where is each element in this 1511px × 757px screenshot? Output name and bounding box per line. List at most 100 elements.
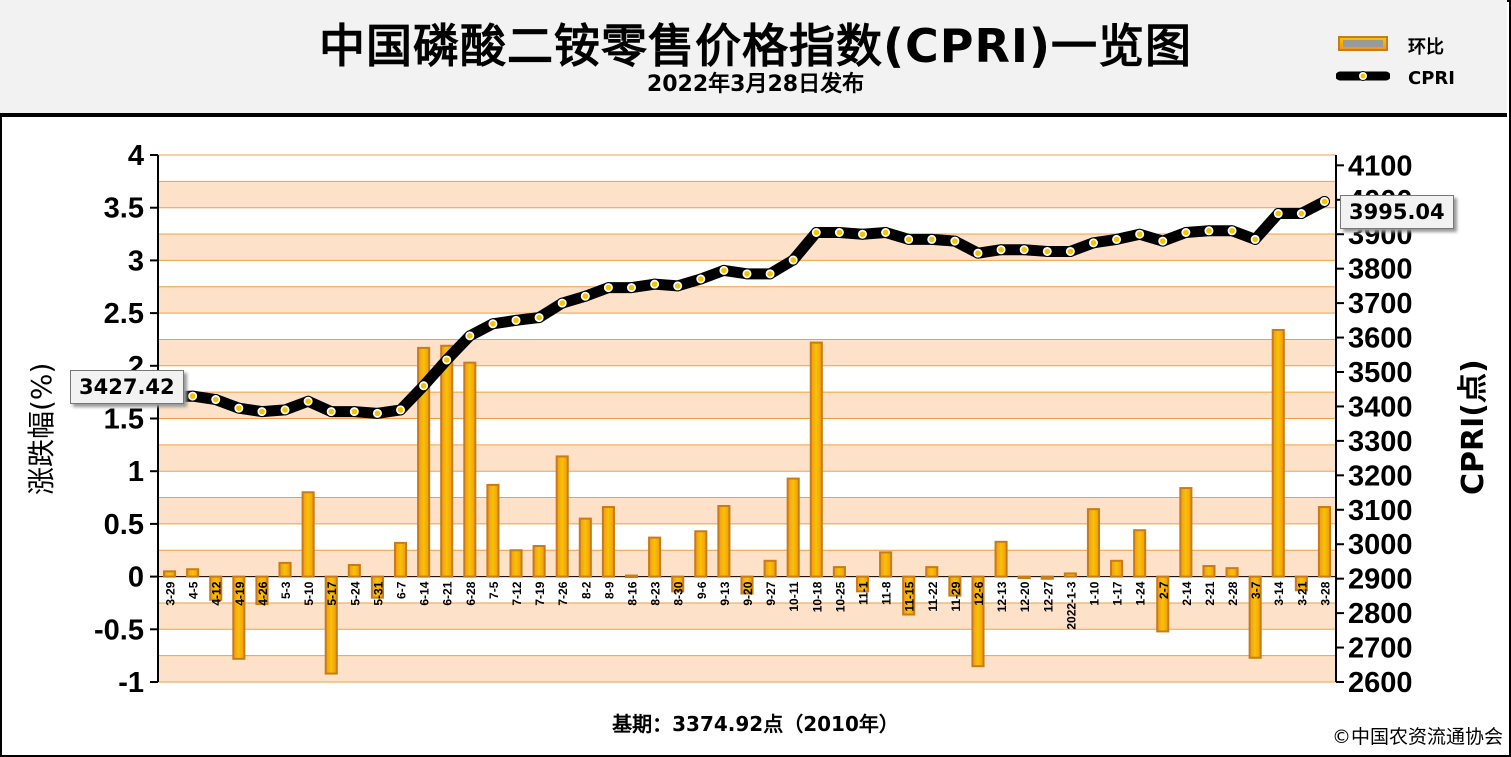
cpri-point-center (559, 300, 566, 306)
category-label: 3-21 (1295, 581, 1309, 605)
bar (1063, 572, 1077, 578)
plot-band (158, 655, 1336, 682)
bar (717, 504, 731, 578)
right-tick-label: 3800 (1348, 254, 1413, 286)
category-label: 4-12 (210, 581, 224, 605)
category-label: 7-12 (510, 581, 524, 605)
category-label: 4-5 (187, 581, 201, 599)
bar (671, 575, 685, 593)
copyright-note: ©中国农资流通协会 (1331, 726, 1503, 748)
cpri-point-center (1021, 246, 1027, 253)
chart-subtitle: 2022年3月28日发布 (646, 72, 865, 97)
cpri-point-center (836, 229, 843, 236)
cpri-point-center (605, 284, 612, 291)
legend-line-label: CPRI (1408, 68, 1455, 89)
category-label: 9-27 (764, 581, 778, 605)
cpri-point-center (467, 333, 473, 339)
bar (255, 575, 269, 606)
cpri-point-center (1067, 248, 1074, 255)
legend-bar-swatch (1338, 36, 1388, 51)
bar (994, 540, 1008, 578)
category-label: 6-7 (395, 581, 409, 599)
plot-band (158, 550, 1336, 577)
left-tick-label: -1 (118, 667, 144, 699)
category-label: 6-28 (464, 581, 478, 605)
bar (347, 564, 361, 578)
category-label: 9-6 (695, 581, 709, 599)
cpri-point-center (952, 238, 958, 244)
bar (186, 568, 200, 578)
category-label: 10-25 (833, 581, 847, 612)
cpri-point-center (490, 320, 496, 327)
category-label: 8-9 (602, 581, 616, 599)
left-tick-label: 4 (128, 140, 144, 172)
left-tick-label: 0 (128, 562, 144, 594)
cpri-point-center (928, 236, 935, 243)
category-label: 12-27 (1041, 581, 1055, 612)
category-label: 5-10 (302, 581, 316, 605)
cpri-point-center (1206, 227, 1212, 234)
cpri-point-center (628, 284, 635, 291)
category-label: 12-20 (1018, 581, 1032, 612)
cpri-point-center (1275, 210, 1282, 217)
right-tick-label: 3000 (1348, 529, 1413, 561)
plot-band (158, 286, 1336, 314)
right-tick-label: 2800 (1348, 598, 1413, 630)
category-label: 4-19 (233, 581, 247, 605)
left-tick-label: 1.5 (104, 404, 144, 436)
category-label: 5-24 (348, 581, 362, 605)
bar (1248, 575, 1262, 659)
category-label: 1-17 (1111, 581, 1125, 605)
right-tick-label: 3100 (1348, 495, 1413, 527)
header-panel: 中国磷酸二铵零售价格指数(CPRI)一览图 2022年3月28日发布 环比 CP… (0, 0, 1507, 117)
category-label: 8-23 (649, 581, 663, 605)
right-tick-label: 3400 (1348, 391, 1413, 423)
category-label: 12-6 (972, 581, 986, 605)
bar (324, 575, 338, 675)
cpri-point-center (882, 229, 889, 236)
right-tick-label: 2700 (1348, 633, 1413, 665)
bar (1133, 529, 1147, 578)
cpri-point-center (1044, 248, 1051, 255)
cpri-point-center (420, 382, 427, 389)
category-label: 9-20 (741, 581, 755, 605)
category-label: 5-3 (279, 581, 293, 599)
bar (1202, 565, 1216, 578)
cpri-point-center (1229, 227, 1235, 234)
cpri-point-center (1252, 236, 1258, 243)
cpri-point-center (744, 271, 750, 277)
category-label: 7-26 (556, 581, 570, 605)
bar (624, 574, 639, 579)
bar (163, 570, 177, 578)
bar (370, 575, 384, 599)
category-label: 10-18 (810, 581, 824, 612)
category-label: 3-14 (1272, 581, 1286, 605)
bar (440, 344, 454, 578)
bar (740, 575, 754, 595)
bar (417, 346, 431, 578)
plot-band (158, 523, 1336, 551)
right-tick-label: 2900 (1348, 564, 1413, 596)
bar (1156, 575, 1170, 633)
bar (1086, 508, 1101, 578)
cpri-point-center (1113, 236, 1120, 243)
category-label: 2022-1-3 (1064, 581, 1078, 629)
cpri-start-callout: 3427.42 (70, 370, 184, 404)
bar (601, 506, 615, 578)
category-label: 11-1 (856, 581, 870, 605)
cpri-point-center (259, 408, 265, 415)
cpri-point-center (582, 293, 589, 300)
bar (1317, 506, 1331, 578)
cpri-point-center (1136, 231, 1143, 238)
cpri-point-center (212, 396, 219, 403)
category-label: 8-30 (672, 581, 686, 605)
cpri-point-center (1159, 238, 1166, 244)
cpri-point-center (998, 246, 1004, 253)
bar (1179, 487, 1193, 578)
cpri-point-center (767, 271, 773, 277)
plot-band (158, 207, 1336, 235)
chart-title: 中国磷酸二铵零售价格指数(CPRI)一览图 (318, 19, 1193, 73)
cpri-point-center (698, 276, 704, 282)
plot-band (158, 339, 1336, 366)
